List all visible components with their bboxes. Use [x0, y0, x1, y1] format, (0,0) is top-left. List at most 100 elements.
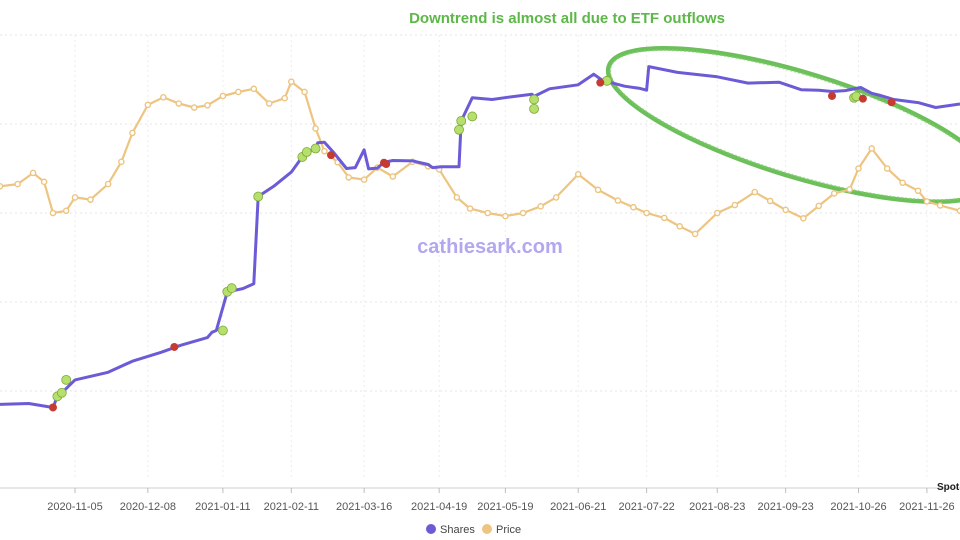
- sell-marker: [887, 98, 896, 107]
- price-point: [782, 206, 789, 214]
- price-point: [676, 223, 684, 230]
- price-point: [0, 183, 4, 190]
- price-point: [484, 209, 492, 217]
- price-point: [552, 194, 560, 201]
- price-point: [360, 176, 368, 183]
- price-point: [846, 186, 853, 193]
- legend-swatch-shares: [426, 524, 436, 534]
- price-point: [660, 214, 668, 222]
- legend-label-shares: Shares: [440, 524, 475, 536]
- price-point: [519, 209, 527, 217]
- x-tick-label: 2021-11-26: [899, 501, 954, 513]
- watermark: cathiesark.com: [417, 236, 563, 258]
- price-point: [389, 173, 397, 180]
- legend-label-price: Price: [496, 524, 521, 536]
- price-point: [830, 190, 838, 197]
- price-point: [219, 92, 227, 100]
- price-point: [766, 197, 774, 205]
- price-point: [630, 203, 637, 211]
- price-point: [301, 88, 308, 96]
- price-point: [118, 158, 125, 166]
- price-point: [713, 209, 721, 217]
- x-tick-label: 2021-05-19: [477, 501, 533, 513]
- price-point: [281, 94, 288, 102]
- buy-marker: [467, 111, 478, 122]
- price-point: [312, 125, 319, 132]
- price-point: [160, 94, 167, 101]
- price-point: [883, 165, 891, 172]
- buy-marker: [529, 103, 539, 114]
- x-tick-label: 2021-07-22: [618, 501, 674, 513]
- price-point: [751, 188, 759, 196]
- x-tick-label: 2021-09-23: [758, 501, 814, 513]
- price-point: [250, 85, 258, 93]
- buy-marker: [226, 283, 237, 294]
- price-point: [914, 187, 922, 195]
- price-point: [129, 129, 136, 137]
- x-tick-label: 2021-08-23: [689, 501, 745, 513]
- annotation-text: Downtrend is almost all due to ETF outfl…: [409, 10, 725, 27]
- sell-marker: [327, 151, 336, 160]
- x-tick-label: 2021-10-26: [830, 501, 886, 513]
- price-point: [14, 180, 21, 188]
- legend-item-shares[interactable]: Shares: [426, 524, 475, 536]
- price-point: [868, 145, 876, 152]
- legend-item-price[interactable]: Price: [482, 524, 521, 536]
- price-point: [235, 88, 242, 96]
- buy-marker: [454, 124, 464, 135]
- price-point: [49, 209, 57, 217]
- price-point: [614, 197, 622, 204]
- legend-swatch-price: [482, 524, 492, 534]
- buy-marker: [301, 147, 312, 157]
- x-tick-label: 2021-03-16: [336, 501, 392, 513]
- buy-marker: [529, 94, 539, 105]
- price-point: [537, 203, 544, 210]
- grid: [0, 34, 960, 480]
- price-point: [594, 186, 602, 194]
- legend: Shares Price: [426, 524, 521, 536]
- x-axis: 2020-11-05 2020-12-08 2021-01-11 2021-02-11…: [0, 487, 960, 513]
- price-point: [175, 100, 183, 107]
- buy-marker: [253, 191, 264, 202]
- series-line-shares: [0, 65, 960, 409]
- series-line-price: [0, 80, 960, 235]
- buy-marker: [456, 115, 467, 126]
- sell-marker: [596, 78, 605, 87]
- sell-marker: [48, 403, 57, 412]
- x-tick-label: 2021-01-11: [195, 501, 250, 513]
- sell-marker: [170, 342, 179, 351]
- buy-marker: [56, 387, 67, 398]
- price-point: [855, 165, 862, 172]
- price-point: [691, 230, 699, 238]
- x-tick-label: 2020-12-08: [120, 501, 176, 513]
- price-point: [62, 207, 70, 215]
- price-point: [731, 201, 739, 209]
- price-point: [936, 202, 944, 209]
- series: [0, 65, 960, 409]
- source-credit: Spot: [937, 482, 960, 493]
- price-point: [899, 179, 906, 187]
- price-point: [502, 212, 509, 220]
- price-point: [321, 147, 328, 155]
- sell-marker: [858, 94, 867, 103]
- price-point: [453, 194, 461, 201]
- sell-marker: [382, 160, 391, 169]
- price-point: [574, 170, 582, 178]
- markers: [48, 75, 896, 412]
- price-point: [466, 205, 474, 212]
- price-point: [104, 180, 112, 188]
- x-tick-label: 2021-02-11: [264, 501, 319, 513]
- x-tick-label: 2021-06-21: [550, 501, 606, 513]
- price-point: [815, 202, 823, 210]
- price-point: [144, 101, 152, 109]
- price-point: [40, 178, 48, 186]
- price-point: [800, 215, 807, 222]
- buy-marker: [217, 325, 228, 336]
- price-point: [87, 196, 94, 203]
- x-tick-label: 2021-04-19: [411, 501, 467, 513]
- price-point: [29, 169, 37, 177]
- sell-marker: [828, 91, 836, 100]
- x-tick-label: 2020-11-05: [47, 501, 102, 513]
- price-point: [288, 78, 295, 86]
